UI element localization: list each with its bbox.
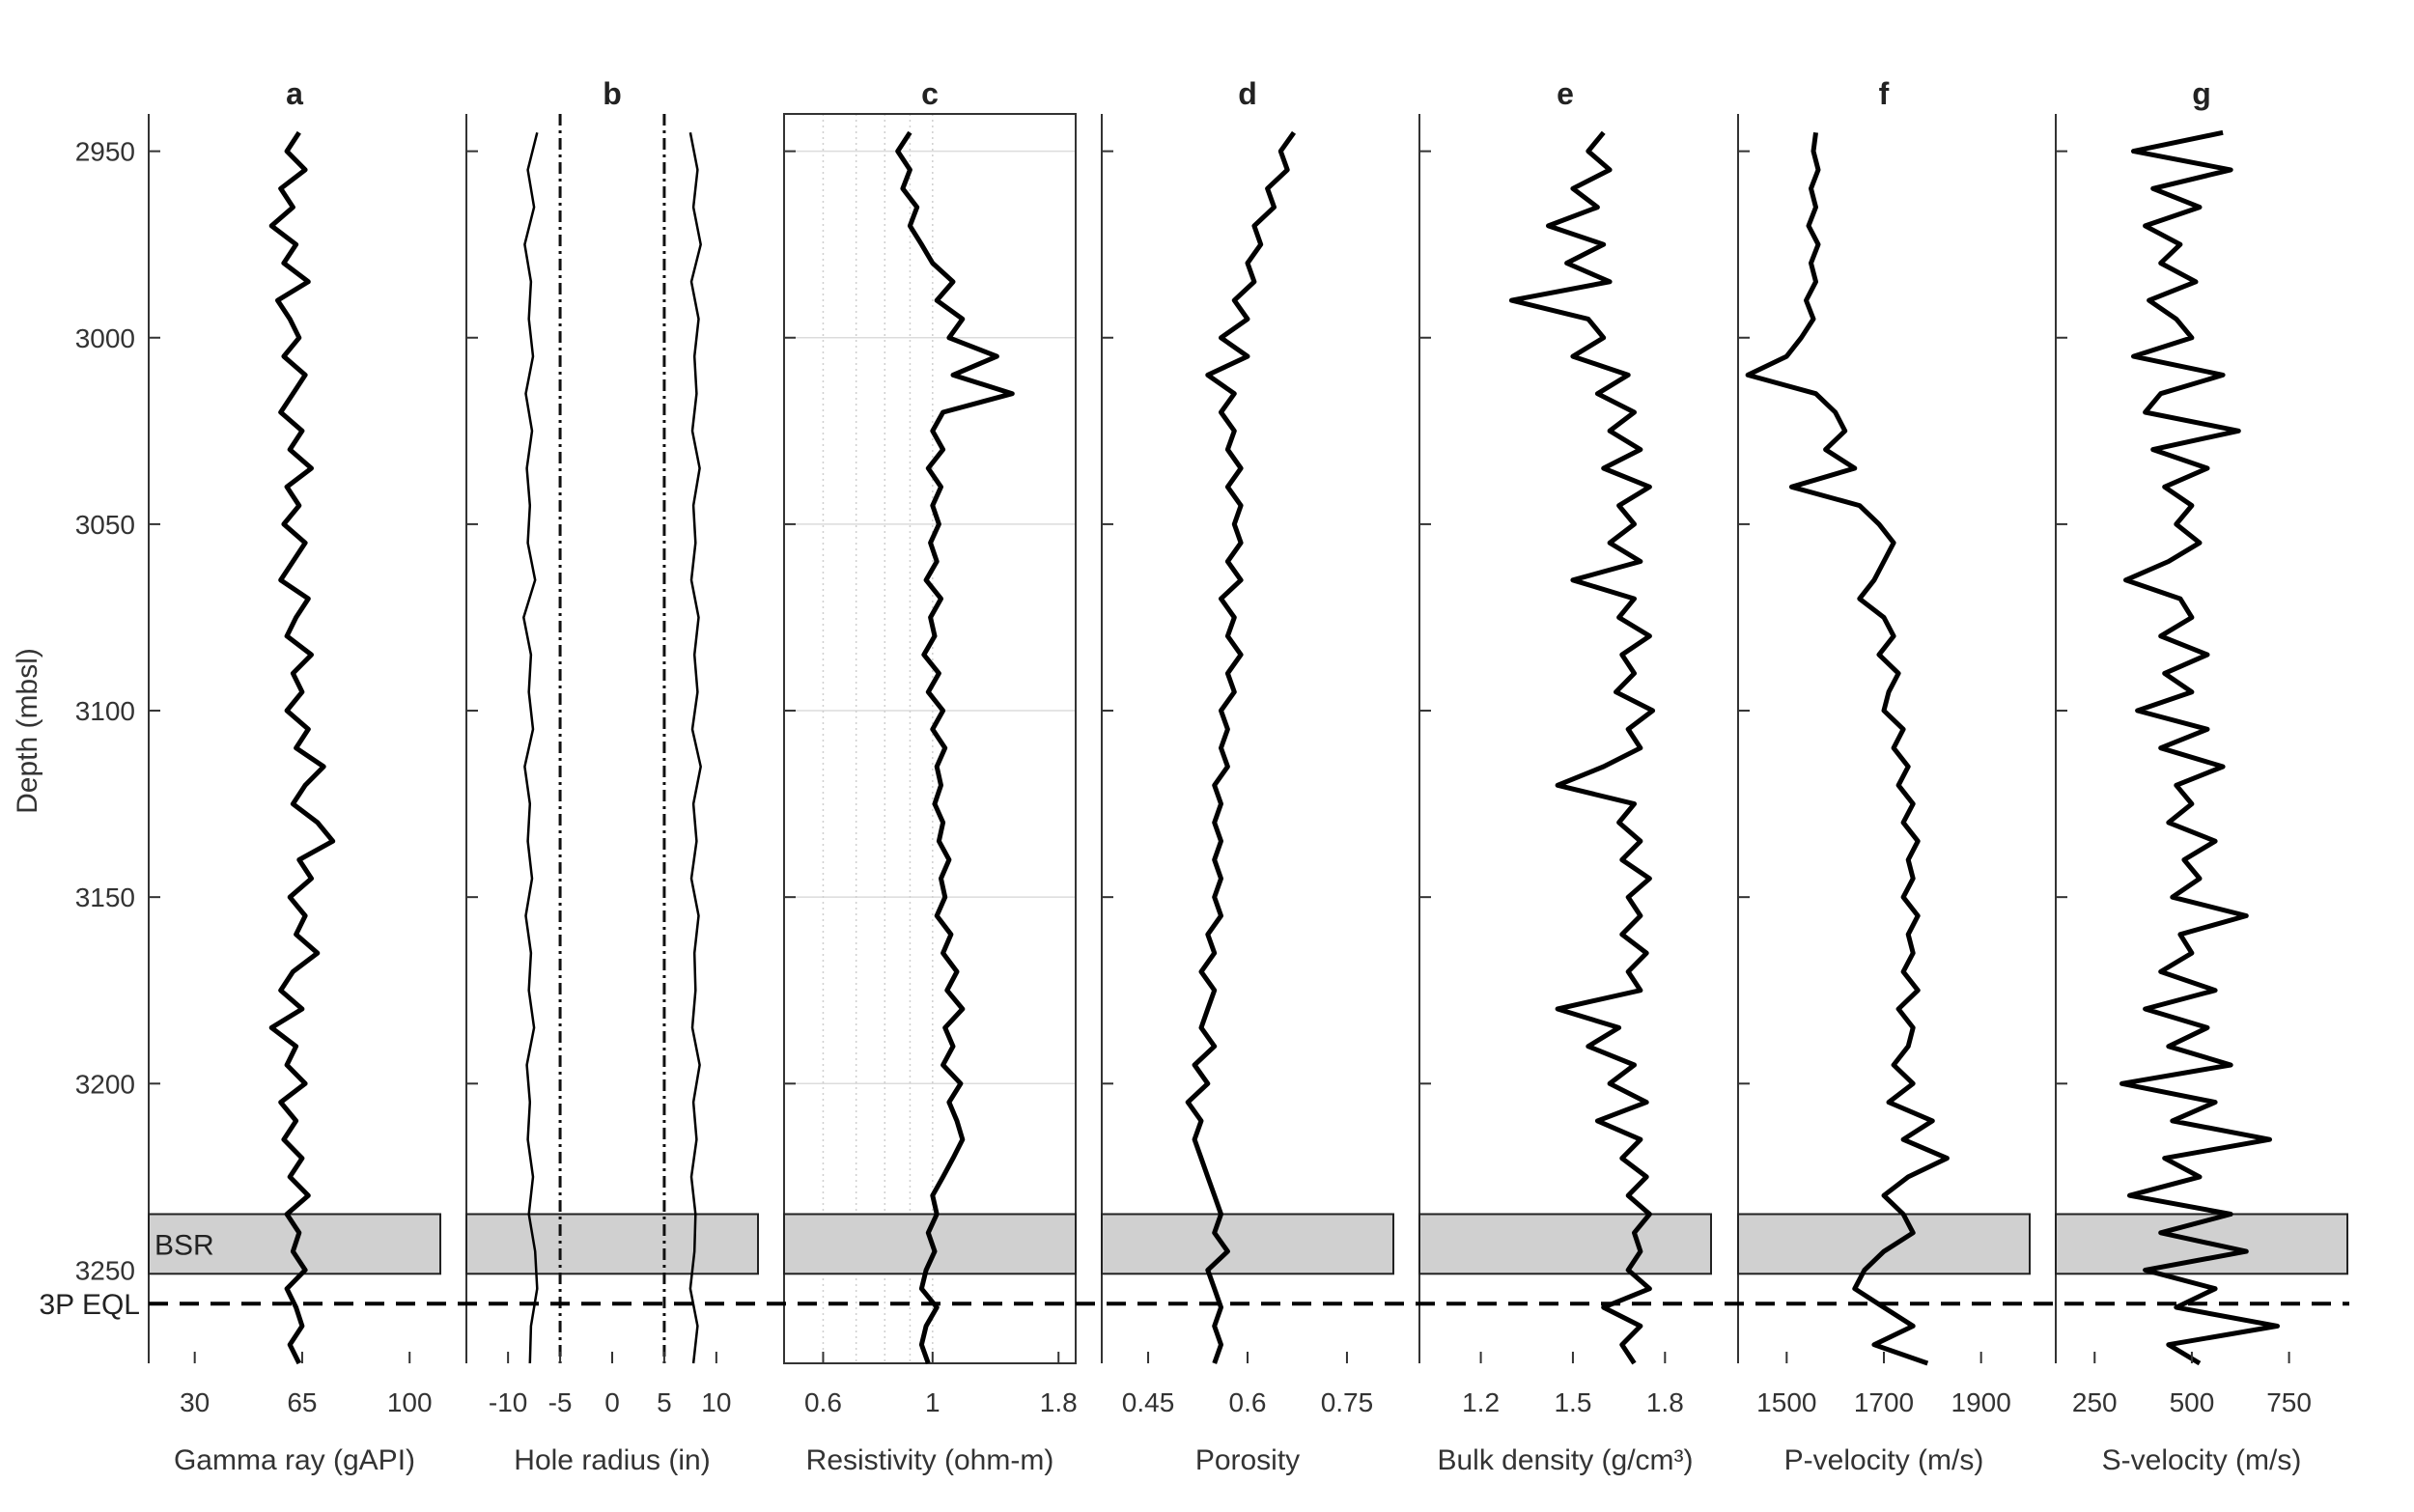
- x-tick-label: -10: [489, 1387, 527, 1417]
- x-tick-label: 1.5: [1554, 1387, 1591, 1417]
- series-line-f-0: [1745, 131, 1950, 1366]
- series-line-b-1: [688, 132, 702, 1364]
- series-line-d-0: [1185, 130, 1297, 1364]
- panel-e: 1.2 1.5 1.8 e Bulk density (g/cm³): [1418, 76, 1712, 1476]
- x-axis-label: S-velocity (m/s): [2102, 1444, 2302, 1476]
- depth-tick-label: 3150: [75, 882, 135, 912]
- x-axis-label: Porosity: [1195, 1444, 1300, 1476]
- x-tick-label: 30: [180, 1387, 210, 1417]
- x-tick-label: 1.8: [1646, 1387, 1684, 1417]
- panel-title: g: [2192, 76, 2211, 111]
- x-axis-label: Hole radius (in): [514, 1444, 710, 1476]
- x-axis-label: P-velocity (m/s): [1784, 1444, 1984, 1476]
- x-axis-label: Bulk density (g/cm³): [1437, 1444, 1693, 1476]
- series-line-c-0: [895, 130, 1015, 1364]
- bsr-zone: [465, 1213, 759, 1275]
- x-tick-label: 0.6: [804, 1387, 842, 1417]
- x-tick-label: 750: [2266, 1387, 2312, 1417]
- panel-d: 0.45 0.6 0.75 d Porosity: [1101, 76, 1394, 1476]
- panel-title: e: [1557, 76, 1574, 111]
- panel-title: f: [1879, 76, 1890, 111]
- x-tick-label: 250: [2072, 1387, 2118, 1417]
- x-tick-label: 0: [604, 1387, 620, 1417]
- bsr-zone: [1418, 1213, 1712, 1275]
- panel-title: d: [1238, 76, 1257, 111]
- series-line-e-0: [1508, 130, 1656, 1365]
- x-tick-label: 100: [387, 1387, 433, 1417]
- x-tick-label: 1500: [1756, 1387, 1816, 1417]
- panel-c: 0.6 1 1.8 c Resistivity (ohm-m): [783, 76, 1078, 1476]
- series-line-b-0: [522, 131, 539, 1364]
- panel-b: -10 -5 0 5 10 b Hole radius (in): [465, 76, 759, 1476]
- x-tick-label: 0.6: [1229, 1387, 1267, 1417]
- depth-tick-label: 3250: [75, 1255, 135, 1285]
- x-tick-label: 1700: [1854, 1387, 1914, 1417]
- bsr-zone: [1101, 1213, 1394, 1275]
- bsr-zone: [1737, 1213, 2031, 1275]
- bsr-label: BSR: [154, 1229, 214, 1261]
- panel-title: b: [603, 76, 622, 111]
- x-tick-label: -5: [548, 1387, 573, 1417]
- depth-tick-label: 3050: [75, 510, 135, 540]
- x-axis-label: Gamma ray (gAPI): [174, 1444, 415, 1476]
- panel-f: 1500 1700 1900 f P-velocity (m/s): [1737, 76, 2031, 1476]
- x-tick-label: 5: [657, 1387, 672, 1417]
- x-tick-label: 1.8: [1040, 1387, 1078, 1417]
- series-line-a-0: [268, 130, 336, 1365]
- x-tick-label: 0.75: [1321, 1387, 1374, 1417]
- depth-axis-label: Depth (mbsl): [12, 648, 43, 814]
- depth-tick-label: 3100: [75, 696, 135, 726]
- x-tick-label: 1900: [1951, 1387, 2011, 1417]
- depth-tick-label: 3000: [75, 323, 135, 353]
- eql-label: 3P EQL: [39, 1289, 140, 1321]
- x-tick-label: 10: [701, 1387, 731, 1417]
- depth-tick-label: 2950: [75, 137, 135, 167]
- x-tick-label: 1.2: [1462, 1387, 1500, 1417]
- x-tick-label: 500: [2170, 1387, 2215, 1417]
- x-tick-label: 1: [925, 1387, 940, 1417]
- series-line-g-0: [2119, 129, 2280, 1366]
- x-tick-label: 0.45: [1122, 1387, 1175, 1417]
- panel-title: c: [921, 76, 939, 111]
- panel-title: a: [286, 76, 303, 111]
- panel-frame: [783, 113, 1077, 1364]
- panel-g: 250 500 750 g S-velocity (m/s): [2055, 76, 2348, 1476]
- x-axis-label: Resistivity (ohm-m): [806, 1444, 1054, 1476]
- x-tick-label: 65: [287, 1387, 317, 1417]
- depth-tick-label: 3200: [75, 1069, 135, 1099]
- panel-a: 30 65 100 a Gamma ray (gAPI): [148, 76, 441, 1476]
